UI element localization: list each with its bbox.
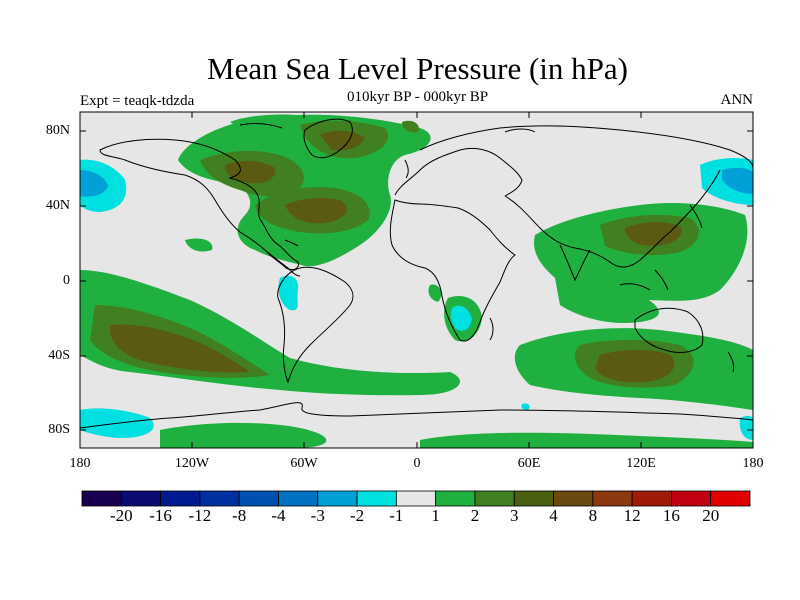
colorbar-label: -2 [349,506,365,525]
map-subtitle: 010kyr BP - 000kyr BP [346,89,489,105]
lat-label-80s: 80S [48,422,70,437]
colorbar-swatch [238,490,279,507]
axis-ticks [80,112,753,448]
colorbar-label: 2 [470,506,480,525]
colorbar [81,490,751,507]
season-label: ANN [720,92,754,108]
colorbar-label: -16 [149,506,172,525]
colorbar-label: 16 [662,506,680,525]
lat-label-0: 0 [63,273,70,288]
colorbar-swatch [199,490,240,507]
colorbar-swatch [513,490,554,507]
colorbar-swatch [631,490,672,507]
lon-label-180w: 180 [69,456,91,471]
colorbar-label: -3 [310,506,325,525]
colorbar-label: 20 [702,506,720,525]
colorbar-swatch [278,490,319,507]
colorbar-label: 1 [431,506,440,525]
colorbar-swatch [395,490,437,507]
negative-anomaly-cyan [80,157,753,440]
colorbar-swatch [317,490,358,507]
colorbar-swatch [671,490,712,507]
map-title: Mean Sea Level Pressure (in hPa) [207,51,628,86]
colorbar-swatch [160,490,201,507]
lat-label-40n: 40N [45,198,70,213]
colorbar-swatch [120,490,161,507]
lon-label-180e: 180 [742,456,764,471]
colorbar-swatch [81,490,122,507]
colorbar-label: -20 [109,506,133,525]
lat-label-40s: 40S [48,348,70,363]
colorbar-label: 12 [623,506,641,525]
experiment-label: Expt = teaqk-tdzda [80,93,195,109]
colorbar-label: -12 [188,506,212,525]
colorbar-swatch [435,490,476,507]
anomaly-fields [80,114,753,448]
colorbar-swatch [553,490,594,507]
coastlines [80,118,753,429]
colorbar-label: -8 [232,506,247,525]
lon-label-120e: 120E [626,456,656,471]
lon-label-120w: 120W [174,456,210,471]
colorbar-label: -4 [271,506,286,525]
colorbar-swatch [356,490,397,507]
colorbar-label: 3 [509,506,519,525]
colorbar-label: 4 [549,506,558,525]
negative-anomaly-blue [80,167,753,197]
colorbar-label: 8 [588,506,598,525]
lon-label-60e: 60E [517,456,541,471]
positive-anomaly-olive [109,130,683,383]
colorbar-swatch [592,490,633,507]
lon-label-60w: 60W [290,456,318,471]
colorbar-swatch [710,490,751,507]
lon-label-0: 0 [413,456,421,471]
colorbar-label: -1 [389,506,404,525]
colorbar-swatch [474,490,515,507]
lat-label-80n: 80N [45,123,70,138]
